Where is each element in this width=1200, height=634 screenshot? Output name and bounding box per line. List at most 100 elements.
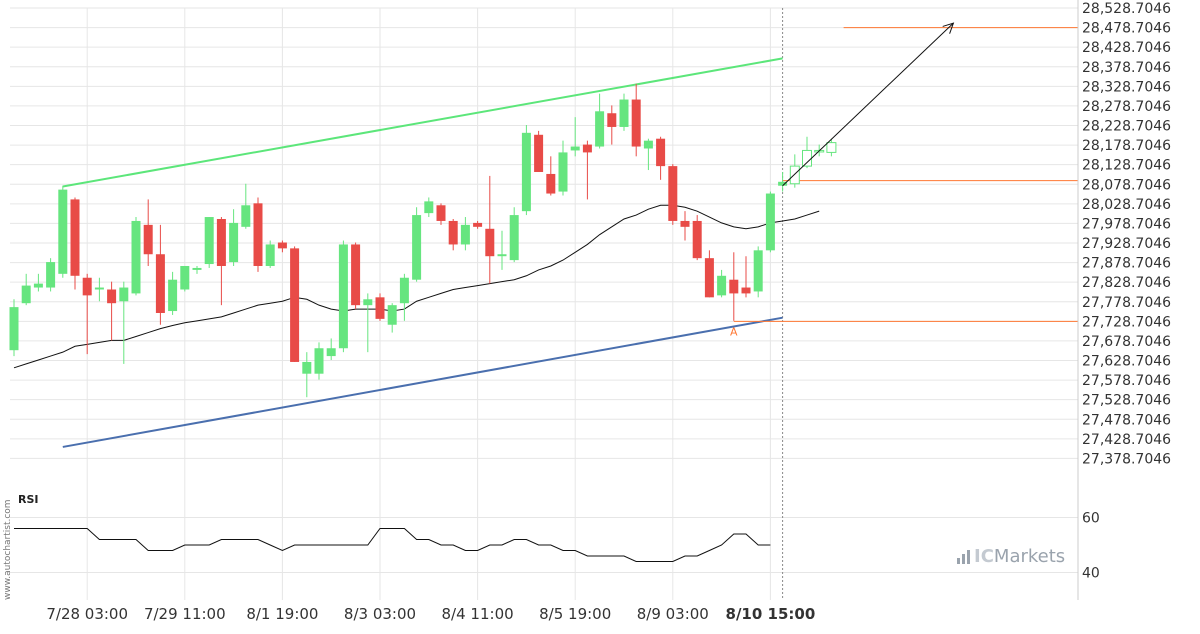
rsi-panel: RSI — [14, 493, 771, 562]
candle-body — [607, 113, 617, 127]
candle-body — [192, 267, 202, 270]
candle-body — [180, 265, 190, 290]
y-tick-label: 28,428.7046 — [1082, 40, 1171, 56]
candle — [753, 246, 763, 298]
candle-body — [9, 307, 19, 351]
candle-body — [448, 220, 458, 245]
candle-body — [729, 279, 739, 294]
candle — [826, 138, 837, 157]
candle-body — [277, 242, 287, 249]
candles — [9, 83, 837, 398]
candle — [802, 136, 812, 169]
candle-body — [387, 305, 397, 325]
projection-arrow-line — [782, 22, 954, 187]
candle — [497, 230, 507, 270]
y-tick-label: 27,528.7046 — [1082, 393, 1171, 409]
candle — [558, 140, 568, 196]
candle — [107, 281, 117, 341]
candle-body — [546, 173, 556, 194]
y-tick-label: 28,078.7046 — [1082, 177, 1171, 193]
projection-arrow — [782, 22, 955, 187]
y-tick-label: 28,478.7046 — [1082, 21, 1171, 37]
candle-body — [143, 224, 153, 255]
watermark-text: www.autochartist.com — [3, 499, 13, 600]
candle — [119, 281, 129, 364]
candle-body — [460, 224, 470, 245]
candle-body — [424, 201, 434, 214]
rsi-line — [14, 528, 771, 562]
projection-arrow-head — [942, 22, 955, 34]
candle — [290, 246, 300, 362]
candle — [9, 299, 19, 357]
candle-body — [412, 215, 422, 280]
moving-average — [13, 204, 820, 369]
candle-body — [485, 228, 495, 257]
candle — [582, 140, 592, 200]
candle-body — [436, 205, 446, 221]
candle — [460, 217, 470, 251]
x-tick-label: 8/1 19:00 — [246, 605, 318, 623]
candle-body — [692, 220, 702, 259]
rsi-tick-label: 60 — [1082, 511, 1100, 527]
candle — [82, 273, 92, 355]
candle — [509, 207, 519, 263]
candle — [253, 197, 263, 272]
candle-body — [265, 244, 275, 266]
y-tick-label: 27,478.7046 — [1082, 412, 1171, 428]
candle — [631, 83, 641, 157]
candle — [534, 130, 544, 172]
candle-body — [473, 222, 483, 227]
x-tick-label: 7/28 03:00 — [46, 605, 128, 623]
candle-body — [680, 220, 690, 227]
candle-body — [668, 166, 678, 221]
y-tick-label: 28,328.7046 — [1082, 79, 1171, 95]
x-axis: 7/28 03:00 7/29 11:00 8/1 19:00 8/3 03:00 8/… — [0, 600, 1200, 630]
candle-body — [107, 289, 117, 304]
candle-body — [765, 193, 775, 251]
candle-body — [119, 287, 129, 302]
candle-body — [704, 258, 714, 298]
candle — [778, 171, 788, 192]
price-levels: A — [730, 27, 1078, 338]
candle-body — [558, 152, 568, 192]
y-tick-label: 27,628.7046 — [1082, 354, 1171, 370]
y-tick-label: 27,578.7046 — [1082, 373, 1171, 389]
candle — [546, 156, 556, 196]
candle-body — [753, 250, 763, 292]
y-tick-label: 27,728.7046 — [1082, 314, 1171, 330]
candle — [326, 338, 336, 360]
candle — [33, 273, 43, 292]
channel-lines — [62, 57, 783, 448]
candle-body — [338, 244, 348, 349]
y-tick-label: 28,228.7046 — [1082, 119, 1171, 135]
candle — [485, 175, 495, 284]
candle — [363, 293, 373, 353]
rsi-title: RSI — [18, 493, 39, 506]
candle-body — [94, 287, 104, 290]
candle — [216, 217, 226, 306]
candle — [668, 164, 678, 225]
y-tick-label: 27,678.7046 — [1082, 334, 1171, 350]
candle — [765, 191, 775, 253]
brand-icon — [957, 549, 970, 564]
candle — [375, 293, 385, 321]
brand-name: Markets — [993, 546, 1066, 567]
candle — [277, 240, 287, 253]
candle — [241, 183, 251, 229]
y-tick-label: 27,378.7046 — [1082, 451, 1171, 467]
y-axis-background — [1078, 0, 1200, 630]
candle — [643, 138, 653, 171]
candle — [192, 265, 202, 274]
y-axis: 28,528.7046 28,478.7046 28,428.7046 28,378.… — [1077, 0, 1200, 630]
candle — [46, 258, 56, 292]
candle — [168, 271, 178, 315]
candle — [789, 154, 800, 188]
candle — [436, 203, 446, 225]
y-tick-label: 27,428.7046 — [1082, 432, 1171, 448]
candle-body — [241, 205, 251, 227]
candle-body — [326, 348, 336, 357]
candle — [692, 215, 702, 261]
candle — [717, 269, 727, 298]
candle — [143, 199, 153, 266]
candle-body — [58, 189, 68, 274]
